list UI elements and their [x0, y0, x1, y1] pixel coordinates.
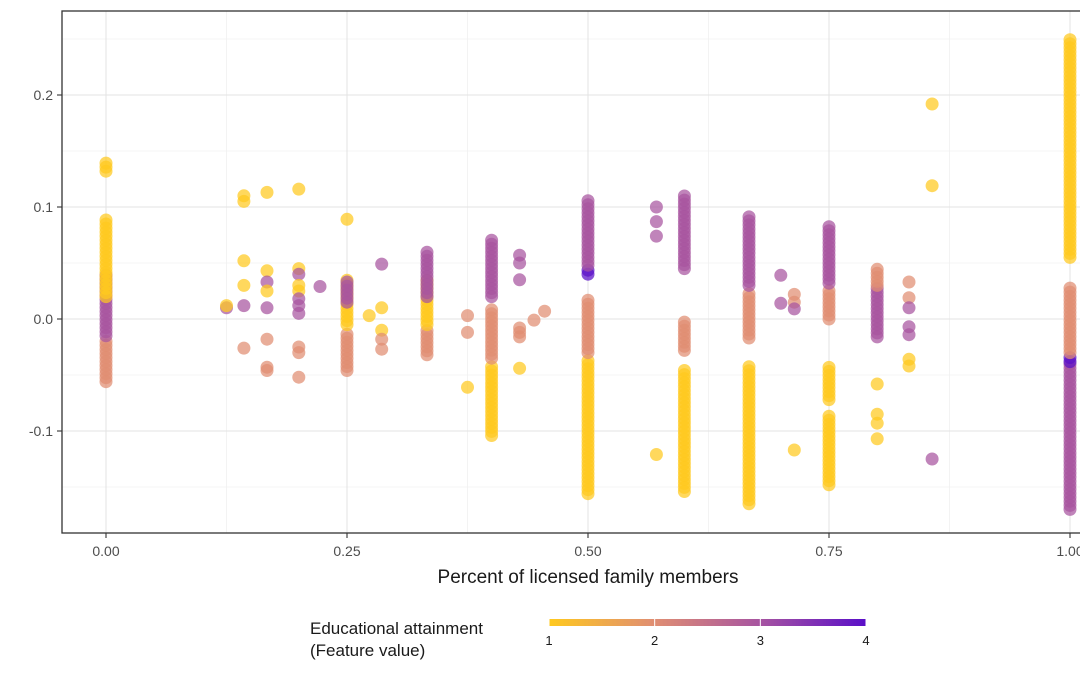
data-point [485, 303, 499, 317]
axes: 0.00 0.25 0.50 0.75 1.00 -0.1 0.0 0.1 0.2 [29, 87, 1080, 559]
x-tick-label: 0.25 [333, 543, 360, 559]
data-point [340, 327, 354, 341]
data-point [513, 273, 527, 287]
data-point [362, 309, 376, 323]
color-legend: Educational attainment (Feature value) 1… [310, 619, 870, 660]
data-point [313, 280, 327, 293]
legend-tick-label: 2 [651, 633, 658, 648]
data-point [375, 301, 389, 315]
data-point [237, 341, 251, 355]
data-point [677, 364, 691, 377]
data-point [292, 370, 306, 384]
data-point [340, 275, 354, 289]
data-point [260, 364, 274, 377]
data-point [538, 304, 552, 318]
legend-title-line2: (Feature value) [310, 641, 425, 660]
data-point [902, 328, 916, 342]
data-point [375, 342, 389, 356]
y-tick-label: 0.2 [34, 87, 54, 103]
data-point [925, 97, 939, 111]
data-point [99, 156, 113, 170]
data-point [902, 301, 916, 315]
data-point [581, 293, 595, 307]
x-tick-label: 0.50 [574, 543, 601, 559]
data-point [260, 185, 274, 199]
data-point [649, 200, 663, 214]
data-point [292, 267, 306, 281]
data-point [902, 275, 916, 289]
data-point [902, 291, 916, 305]
data-point [237, 278, 251, 292]
x-tick-label: 0.75 [815, 543, 842, 559]
data-point [99, 213, 113, 227]
legend-colorbar [549, 619, 866, 626]
data-point [581, 194, 595, 208]
data-point [527, 313, 541, 327]
y-tick-label: 0.0 [34, 311, 54, 327]
data-points [99, 33, 1077, 516]
x-tick-label: 1.00 [1056, 543, 1080, 559]
data-point [870, 377, 884, 391]
data-point [870, 407, 884, 421]
data-point [742, 360, 756, 374]
data-point [649, 229, 663, 243]
data-point [742, 210, 756, 224]
data-point [340, 212, 354, 226]
data-point [513, 330, 527, 344]
data-point [822, 220, 836, 234]
data-point [822, 360, 836, 374]
data-point [220, 299, 233, 313]
data-point [237, 194, 251, 208]
data-point [260, 284, 274, 298]
data-point [513, 256, 527, 270]
plot-panel-border [61, 10, 1080, 534]
data-point [461, 380, 474, 394]
data-point [375, 257, 389, 271]
data-point [260, 264, 274, 278]
data-point [787, 302, 801, 316]
data-point [925, 452, 939, 466]
data-point [677, 189, 691, 203]
data-point [902, 359, 916, 373]
data-point [292, 306, 306, 320]
data-point [787, 443, 801, 457]
data-point [870, 262, 884, 276]
legend-ticks: 1 2 3 4 [545, 619, 870, 648]
data-point [822, 409, 836, 423]
data-point [774, 268, 788, 282]
legend-tick-label: 1 [545, 633, 552, 648]
data-point [1063, 281, 1077, 295]
data-point [461, 309, 474, 323]
x-axis-title: Percent of licensed family members [438, 567, 739, 588]
data-point [1063, 33, 1077, 47]
legend-tick-label: 3 [757, 633, 764, 648]
legend-tick-label: 4 [862, 633, 869, 648]
data-point [375, 332, 389, 346]
data-point [375, 323, 389, 337]
data-point [260, 301, 274, 315]
data-point [292, 182, 306, 196]
data-point [485, 233, 499, 247]
data-point [260, 332, 274, 346]
y-tick-label: 0.1 [34, 199, 54, 215]
data-point [461, 325, 474, 339]
data-point [513, 361, 527, 375]
legend-title-line1: Educational attainment [310, 619, 483, 638]
data-point [237, 254, 251, 268]
data-point [925, 179, 939, 193]
data-point [237, 299, 251, 313]
data-point [420, 245, 434, 259]
data-point [870, 416, 884, 430]
data-point [870, 432, 884, 446]
y-tick-label: -0.1 [29, 423, 53, 439]
data-point [677, 315, 691, 329]
data-point [649, 215, 663, 229]
data-point [774, 296, 788, 310]
data-point [292, 346, 306, 360]
x-tick-label: 0.00 [92, 543, 119, 559]
data-point [649, 448, 663, 461]
data-point [260, 275, 274, 289]
